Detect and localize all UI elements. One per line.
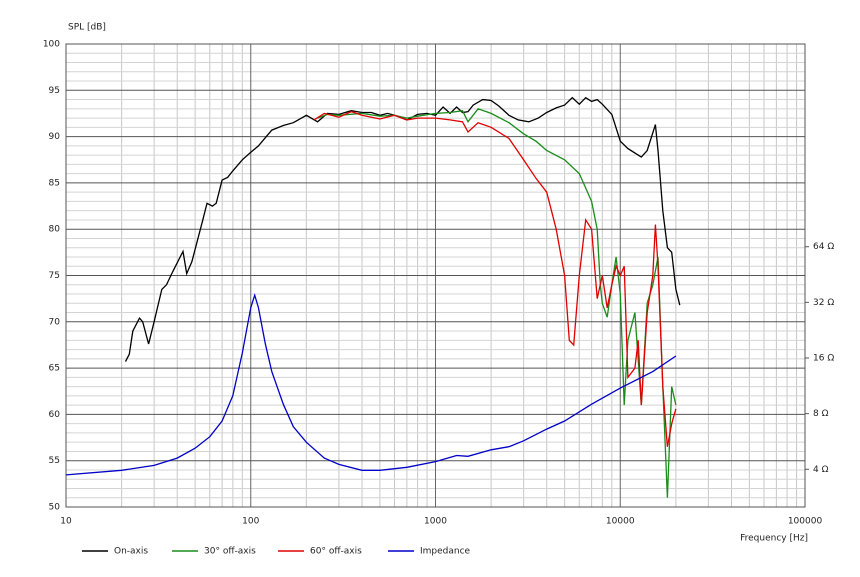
x-tick-label: 100000: [788, 517, 823, 527]
x-tick-label: 1000: [424, 517, 447, 527]
series-line: [313, 110, 677, 447]
y2-tick-label: 4 Ω: [813, 465, 829, 475]
legend-label: On-axis: [114, 547, 148, 557]
legend-label: 60° off-axis: [310, 547, 362, 557]
legend-label: Impedance: [420, 547, 471, 557]
y-tick-label: 75: [49, 271, 60, 281]
y-tick-label: 80: [49, 225, 61, 235]
y-tick-label: 50: [49, 503, 61, 513]
y-tick-label: 95: [49, 86, 60, 96]
grid: [65, 43, 806, 508]
y-tick-label: 60: [49, 410, 61, 420]
plot-frame: [65, 43, 806, 508]
y-tick-label: 55: [49, 456, 60, 466]
y-tick-label: 65: [49, 364, 60, 374]
series-line: [65, 292, 677, 476]
y2-tick-label: 32 Ω: [813, 298, 834, 308]
y2-tick-label: 16 Ω: [813, 354, 834, 364]
y2-tick-label: 8 Ω: [813, 409, 829, 419]
y-axis-label: SPL [dB]: [68, 23, 106, 33]
y-tick-label: 85: [49, 178, 60, 188]
x-tick-label: 100: [242, 517, 259, 527]
y-tick-label: 100: [43, 40, 60, 50]
y-tick-label: 90: [49, 132, 61, 142]
x-axis-label: Frequency [Hz]: [740, 534, 808, 544]
y-tick-label: 70: [49, 317, 61, 327]
x-tick-label: 10: [60, 517, 72, 527]
y2-tick-label: 64 Ω: [813, 242, 834, 252]
legend-label: 30° off-axis: [204, 547, 256, 557]
x-tick-label: 10000: [606, 517, 635, 527]
